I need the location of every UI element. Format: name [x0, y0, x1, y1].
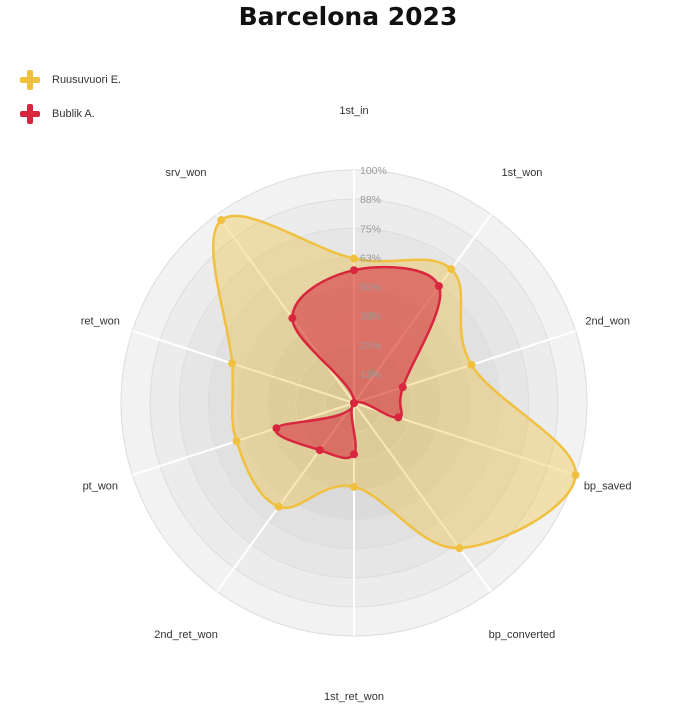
- data-point-ruusuvuori-e: [350, 482, 358, 491]
- legend-item-bublik[interactable]: Bublik A.: [20, 104, 121, 124]
- data-point-bublik-a: [434, 282, 443, 291]
- axis-label: bp_saved: [584, 480, 632, 492]
- grid-spoke: [132, 402, 355, 476]
- tick-label: 75%: [360, 223, 381, 235]
- axis-label: 2nd_ret_won: [154, 629, 218, 641]
- tick-label: 50%: [360, 282, 381, 294]
- grid-spoke: [216, 213, 355, 404]
- data-point-ruusuvuori-e: [274, 502, 283, 511]
- data-point-bublik-a: [398, 383, 407, 392]
- axis-label: 2nd_won: [585, 316, 630, 328]
- axis-label: bp_converted: [489, 629, 556, 641]
- data-point-ruusuvuori-e: [447, 265, 456, 274]
- legend-label: Ruusuvuori E.: [52, 74, 122, 86]
- data-point-bublik-a: [350, 399, 358, 407]
- tick-label: 13%: [360, 369, 381, 381]
- legend-label: Bublik A.: [52, 108, 95, 120]
- axis-label: 1st_won: [501, 167, 542, 179]
- data-point-bublik-a: [272, 424, 281, 433]
- legend: Ruusuvuori E. Bublik A.: [20, 70, 121, 138]
- chart-title: Barcelona 2023: [238, 2, 458, 31]
- tick-label: 88%: [360, 194, 381, 206]
- data-point-ruusuvuori-e: [467, 360, 476, 369]
- plus-marker-icon: [20, 70, 40, 90]
- data-point-ruusuvuori-e: [571, 471, 580, 480]
- data-point-ruusuvuori-e: [217, 216, 226, 225]
- axis-label: srv_won: [166, 167, 207, 179]
- data-point-bublik-a: [315, 446, 324, 455]
- tick-label: 63%: [360, 252, 381, 264]
- data-point-ruusuvuori-e: [455, 544, 464, 553]
- data-point-bublik-a: [288, 314, 297, 323]
- data-point-bublik-a: [394, 413, 403, 422]
- grid-spoke: [132, 330, 355, 404]
- tick-label: 25%: [360, 340, 381, 352]
- axis-label: pt_won: [83, 480, 118, 492]
- legend-item-ruusuvuori[interactable]: Ruusuvuori E.: [20, 70, 121, 90]
- axis-label: 1st_in: [339, 105, 368, 117]
- data-point-ruusuvuori-e: [228, 359, 237, 368]
- data-point-ruusuvuori-e: [350, 254, 358, 263]
- data-point-bublik-a: [350, 266, 358, 275]
- axis-label: ret_won: [81, 316, 120, 328]
- data-point-bublik-a: [350, 450, 358, 459]
- plus-marker-icon: [20, 104, 40, 124]
- axis-label: 1st_ret_won: [324, 691, 384, 703]
- data-point-ruusuvuori-e: [232, 437, 241, 446]
- grid-spoke: [353, 402, 492, 593]
- tick-label: 100%: [360, 165, 387, 177]
- tick-label: 38%: [360, 311, 381, 323]
